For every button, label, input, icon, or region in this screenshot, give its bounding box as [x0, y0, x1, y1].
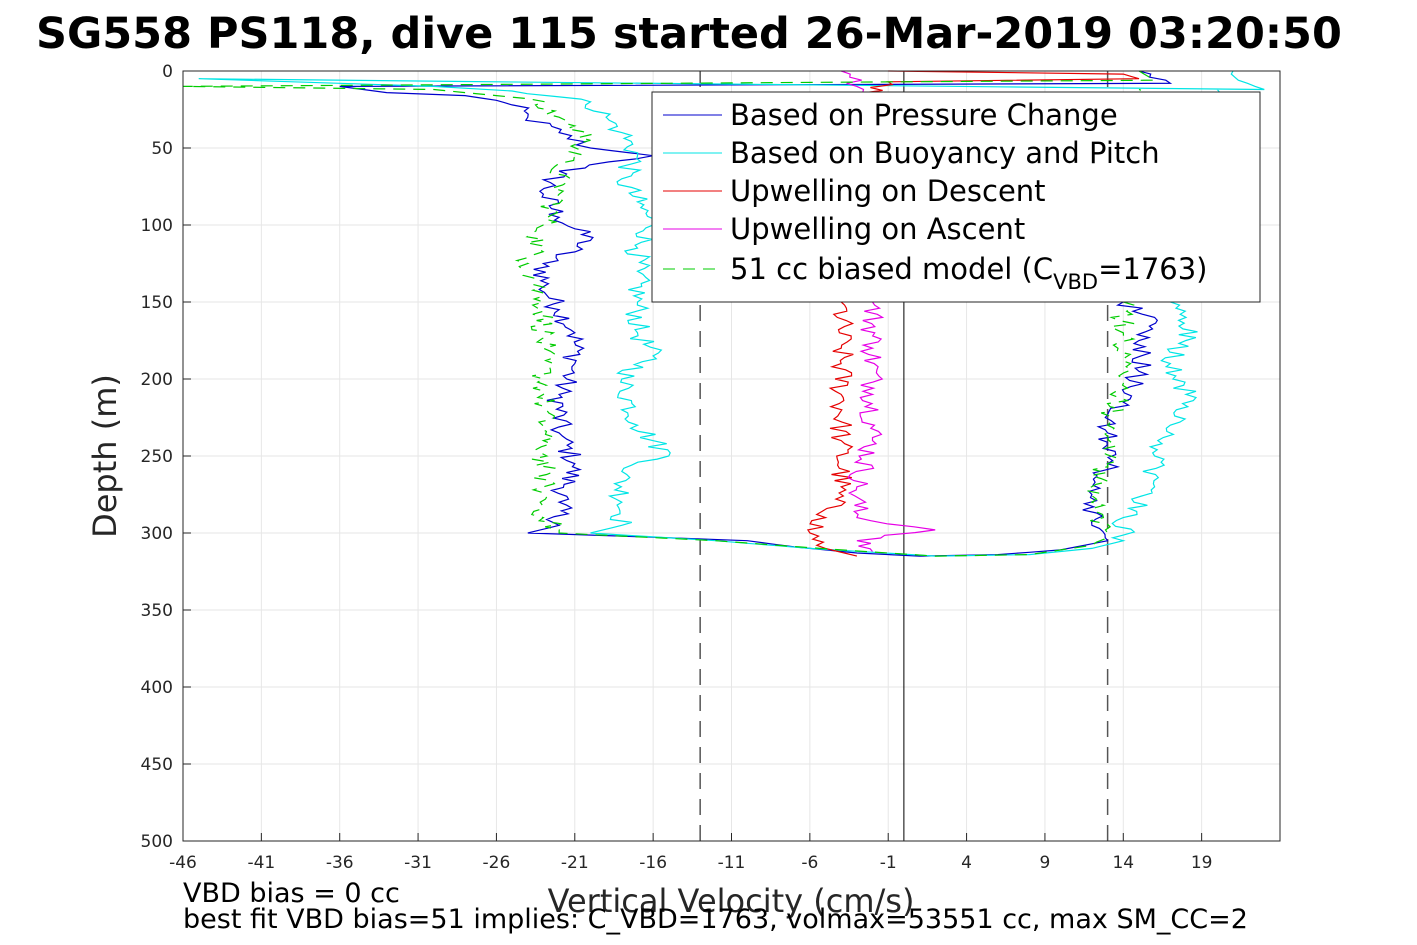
y-tick-label: 150: [141, 293, 173, 313]
y-tick-label: 50: [151, 139, 173, 159]
x-tick-label: -41: [247, 853, 275, 873]
x-tick-label: -1: [880, 853, 897, 873]
legend-label-4-prefix: 51 cc biased model (C: [730, 252, 1053, 286]
y-tick-label: 0: [162, 62, 173, 82]
y-tick-labels: 0 50 100 150 200 250 300 350 400 450 500: [141, 62, 191, 852]
x-tick-label: -21: [561, 853, 589, 873]
x-tick-label: -36: [326, 853, 354, 873]
y-tick-label: 350: [141, 601, 173, 621]
x-tick-label: -46: [169, 853, 197, 873]
y-tick-label: 200: [141, 370, 173, 390]
footer-best-fit: best fit VBD bias=51 implies: C_VBD=1763…: [183, 904, 1248, 935]
legend-label-0: Based on Pressure Change: [730, 98, 1118, 132]
y-tick-label: 100: [141, 216, 173, 236]
footer-vbd-bias: VBD bias = 0 cc: [183, 878, 400, 909]
y-tick-label: 250: [141, 447, 173, 467]
legend-label-1: Based on Buoyancy and Pitch: [730, 136, 1160, 170]
y-tick-label: 450: [141, 755, 173, 775]
x-axis-label: Vertical Velocity (cm/s): [548, 882, 915, 920]
legend-label-3: Upwelling on Ascent: [730, 212, 1025, 246]
x-tick-label: -16: [639, 853, 667, 873]
y-tick-label: 400: [141, 678, 173, 698]
x-tick-label: -11: [718, 853, 746, 873]
y-tick-label: 500: [141, 832, 173, 852]
legend-label-4-suffix: =1763): [1098, 252, 1207, 286]
legend-box: [651, 91, 1261, 303]
x-tick-label: 14: [1112, 853, 1134, 873]
chart-title: SG558 PS118, dive 115 started 26-Mar-201…: [36, 9, 1342, 59]
legend-label-4-sub: VBD: [1053, 270, 1098, 294]
legend-label-2: Upwelling on Descent: [730, 174, 1046, 208]
y-tick-label: 300: [141, 524, 173, 544]
x-tick-label: -31: [404, 853, 432, 873]
x-tick-label: 4: [961, 853, 972, 873]
y-axis-label: Depth (m): [86, 374, 124, 538]
legend-label-4: 51 cc biased model (CVBD=1763): [730, 252, 1208, 294]
legend: Based on Pressure Change Based on Buoyan…: [651, 91, 1261, 303]
x-tick-label: 19: [1191, 853, 1213, 873]
x-tick-label: -6: [801, 853, 818, 873]
x-tick-label: -26: [483, 853, 511, 873]
x-tick-labels: -46 -41 -36 -31 -26 -21 -16 -11 -6 -1 4 9 14 19: [169, 833, 1212, 873]
x-tick-label: 9: [1040, 853, 1051, 873]
